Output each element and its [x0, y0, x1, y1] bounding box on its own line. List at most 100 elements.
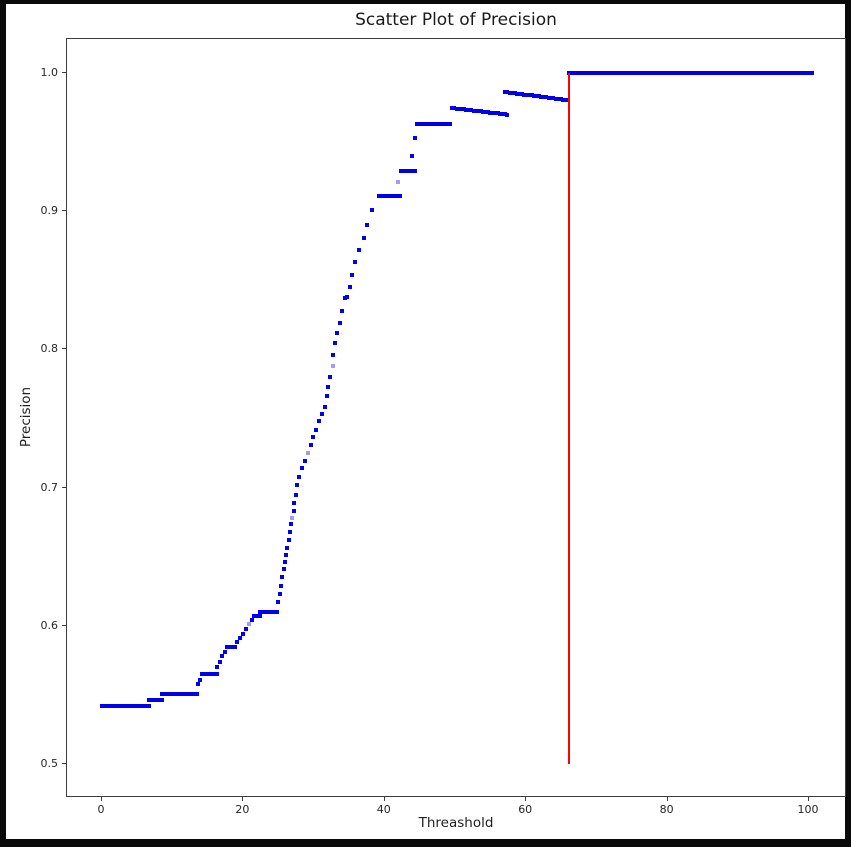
data-point [613, 71, 618, 75]
data-point [481, 109, 486, 114]
data-point [782, 71, 787, 75]
data-point [556, 96, 561, 101]
data-point [558, 97, 563, 102]
y-tick-label: 0.5 [40, 757, 59, 770]
data-point [306, 451, 311, 456]
data-point [196, 681, 201, 686]
x-tick-label: 80 [659, 803, 674, 816]
data-point [763, 71, 768, 75]
data-point [337, 321, 342, 326]
data-point [775, 71, 780, 75]
data-point [330, 364, 335, 368]
data-point [268, 610, 273, 614]
data-point [773, 71, 777, 75]
data-point [348, 285, 353, 290]
data-point [620, 71, 625, 75]
data-point [505, 112, 510, 117]
data-point [146, 704, 151, 708]
data-point [160, 698, 165, 703]
data-point [701, 71, 706, 75]
data-point [148, 698, 153, 703]
data-point [223, 650, 227, 655]
data-point [642, 71, 647, 75]
data-point [576, 71, 581, 75]
y-tick-mark [62, 348, 66, 350]
data-point [204, 672, 209, 677]
data-point [187, 691, 192, 696]
data-point [356, 247, 361, 252]
data-point [755, 71, 760, 75]
data-point [549, 96, 553, 100]
data-point [281, 567, 286, 572]
data-point [237, 636, 242, 641]
data-point [164, 691, 169, 696]
data-point [652, 71, 657, 75]
data-point [171, 691, 176, 696]
data-point [503, 89, 507, 94]
data-point [780, 71, 785, 75]
data-point [141, 704, 146, 708]
data-point [785, 71, 790, 75]
data-point [677, 71, 682, 75]
data-point [144, 704, 149, 708]
data-point [618, 71, 623, 75]
x-tick-mark [666, 797, 668, 801]
data-point [709, 71, 714, 75]
data-point [625, 71, 630, 75]
data-point [169, 691, 174, 696]
data-point [309, 442, 314, 447]
data-point [672, 71, 677, 75]
data-point [127, 704, 131, 708]
data-point [561, 97, 566, 102]
data-point [790, 71, 795, 75]
data-point [291, 509, 296, 514]
data-point [598, 71, 603, 75]
data-point [716, 71, 721, 75]
data-point [777, 71, 782, 75]
data-point [655, 71, 660, 75]
data-point [569, 71, 574, 75]
data-point [377, 194, 382, 198]
data-point [353, 260, 358, 265]
data-point [640, 71, 645, 75]
data-point [202, 672, 207, 677]
data-point [417, 122, 422, 127]
y-axis-label: Precision [18, 386, 34, 448]
x-tick-label: 40 [376, 803, 391, 816]
data-point [297, 474, 302, 479]
data-point [743, 71, 748, 75]
data-point [488, 110, 493, 115]
data-point [515, 91, 520, 96]
y-tick-label: 0.8 [40, 342, 59, 356]
data-point [466, 107, 471, 112]
data-point [679, 71, 684, 75]
data-point [454, 106, 459, 111]
data-point [345, 294, 350, 299]
data-point [674, 71, 679, 75]
data-point [295, 482, 300, 487]
data-point [208, 672, 213, 677]
data-point [603, 71, 608, 75]
x-tick-label: 60 [518, 803, 533, 816]
data-point [660, 71, 664, 75]
data-point [753, 71, 758, 75]
data-point [183, 691, 188, 696]
data-point [136, 704, 141, 708]
data-point [664, 71, 669, 75]
data-point [647, 71, 652, 75]
data-point [662, 71, 667, 75]
data-point [198, 677, 203, 682]
data-point [112, 704, 117, 708]
data-point [289, 516, 294, 520]
data-point [276, 600, 280, 605]
data-point [770, 71, 775, 75]
data-point [596, 71, 601, 75]
data-point [524, 92, 529, 97]
data-point [706, 71, 711, 75]
data-point [478, 109, 483, 114]
data-point [457, 106, 462, 111]
data-point [507, 90, 512, 95]
data-point [302, 459, 307, 464]
data-point [497, 111, 502, 116]
data-point [153, 698, 158, 703]
